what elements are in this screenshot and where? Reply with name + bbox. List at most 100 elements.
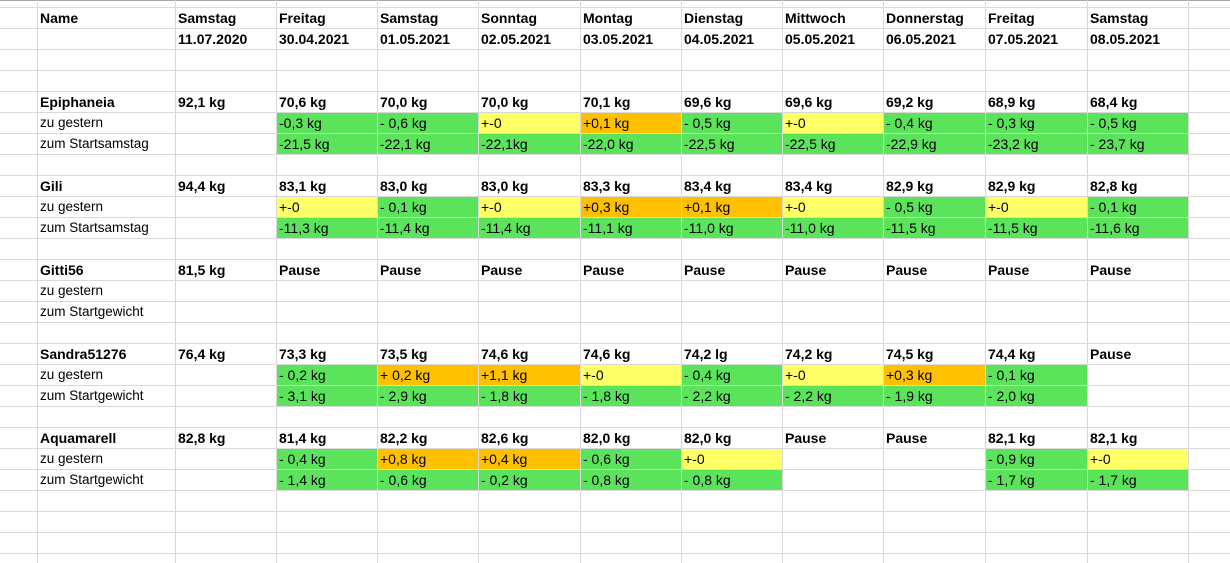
header-day[interactable]: Sonntag: [481, 10, 537, 26]
weight-cell[interactable]: Pause: [380, 262, 422, 278]
person-name[interactable]: Aquamarell: [40, 430, 117, 446]
delta-start-cell[interactable]: -22,9 kg: [884, 134, 985, 154]
weight-cell[interactable]: Pause: [481, 262, 523, 278]
weight-cell[interactable]: 70,0 kg: [380, 94, 428, 110]
weight-cell[interactable]: 82,8 kg: [178, 430, 226, 446]
weight-cell[interactable]: Pause: [1090, 346, 1132, 362]
delta-start-cell[interactable]: -22,5 kg: [783, 134, 883, 154]
delta-yesterday-cell[interactable]: +-0: [783, 113, 883, 133]
delta-yesterday-cell[interactable]: +-0: [277, 197, 377, 217]
weight-cell[interactable]: Pause: [684, 262, 726, 278]
delta-yesterday-cell[interactable]: +0,1 kg: [682, 197, 782, 217]
weight-cell[interactable]: 81,4 kg: [279, 430, 327, 446]
row-label-zu-gestern[interactable]: zu gestern: [40, 451, 104, 466]
delta-start-cell[interactable]: -23,2 kg: [986, 134, 1087, 154]
delta-yesterday-cell[interactable]: +-0: [479, 113, 580, 133]
header-day[interactable]: Montag: [583, 10, 633, 26]
row-label-start[interactable]: zum Startsamstag: [40, 220, 149, 235]
row-label-start[interactable]: zum Startsamstag: [40, 136, 149, 151]
weight-cell[interactable]: Pause: [785, 262, 827, 278]
person-name[interactable]: Gitti56: [40, 262, 84, 278]
delta-start-cell[interactable]: -22,5 kg: [682, 134, 782, 154]
delta-yesterday-cell[interactable]: - 0,6 kg: [378, 113, 478, 133]
delta-yesterday-cell[interactable]: +-0: [783, 197, 883, 217]
header-date[interactable]: 05.05.2021: [785, 31, 856, 47]
weight-cell[interactable]: 82,6 kg: [481, 430, 529, 446]
delta-start-cell[interactable]: -22,0 kg: [581, 134, 681, 154]
header-day[interactable]: Donnerstag: [886, 10, 964, 26]
delta-yesterday-cell[interactable]: - 0,3 kg: [986, 113, 1087, 133]
delta-start-cell[interactable]: -11,4 kg: [479, 218, 580, 238]
delta-yesterday-cell[interactable]: +-0: [479, 197, 580, 217]
weight-cell[interactable]: 83,0 kg: [481, 178, 529, 194]
delta-start-cell[interactable]: -11,1 kg: [581, 218, 681, 238]
delta-start-cell[interactable]: - 1,4 kg: [277, 470, 377, 490]
header-date[interactable]: 07.05.2021: [988, 31, 1059, 47]
header-date[interactable]: 11.07.2020: [178, 31, 248, 47]
delta-start-cell[interactable]: -11,0 kg: [682, 218, 782, 238]
weight-cell[interactable]: 83,4 kg: [785, 178, 833, 194]
row-label-zu-gestern[interactable]: zu gestern: [40, 115, 104, 130]
weight-cell[interactable]: Pause: [988, 262, 1030, 278]
weight-cell[interactable]: 82,0 kg: [684, 430, 732, 446]
delta-start-cell[interactable]: -11,4 kg: [378, 218, 478, 238]
header-day[interactable]: Samstag: [380, 10, 439, 26]
weight-cell[interactable]: 74,6 kg: [583, 346, 631, 362]
row-label-start[interactable]: zum Startgewicht: [40, 304, 144, 319]
weight-cell[interactable]: 82,9 kg: [886, 178, 934, 194]
header-date[interactable]: 04.05.2021: [684, 31, 755, 47]
weight-cell[interactable]: 74,2 kg: [785, 346, 833, 362]
delta-yesterday-cell[interactable]: - 0,4 kg: [884, 113, 985, 133]
delta-start-cell[interactable]: - 1,8 kg: [479, 386, 580, 406]
row-label-start[interactable]: zum Startgewicht: [40, 388, 144, 403]
header-day[interactable]: Mittwoch: [785, 10, 846, 26]
weight-cell[interactable]: Pause: [279, 262, 321, 278]
delta-start-cell[interactable]: - 1,7 kg: [986, 470, 1087, 490]
delta-yesterday-cell[interactable]: - 0,4 kg: [682, 365, 782, 385]
row-label-zu-gestern[interactable]: zu gestern: [40, 199, 104, 214]
delta-start-cell[interactable]: -11,3 kg: [277, 218, 377, 238]
delta-yesterday-cell[interactable]: - 0,5 kg: [1088, 113, 1188, 133]
weight-cell[interactable]: 83,3 kg: [583, 178, 631, 194]
delta-yesterday-cell[interactable]: - 0,2 kg: [277, 365, 377, 385]
delta-yesterday-cell[interactable]: - 0,4 kg: [277, 449, 377, 469]
header-date[interactable]: 30.04.2021: [279, 31, 350, 47]
delta-yesterday-cell[interactable]: - 0,9 kg: [986, 449, 1087, 469]
weight-cell[interactable]: 69,6 kg: [785, 94, 833, 110]
weight-cell[interactable]: 73,3 kg: [279, 346, 327, 362]
delta-start-cell[interactable]: - 0,8 kg: [581, 470, 681, 490]
delta-yesterday-cell[interactable]: - 0,1 kg: [986, 365, 1087, 385]
delta-start-cell[interactable]: - 2,2 kg: [783, 386, 883, 406]
delta-yesterday-cell[interactable]: -0,3 kg: [277, 113, 377, 133]
delta-yesterday-cell[interactable]: +0,4 kg: [479, 449, 580, 469]
delta-start-cell[interactable]: - 0,2 kg: [479, 470, 580, 490]
weight-cell[interactable]: 81,5 kg: [178, 262, 226, 278]
weight-cell[interactable]: 68,9 kg: [988, 94, 1036, 110]
header-name-label[interactable]: Name: [40, 10, 79, 26]
weight-cell[interactable]: 70,1 kg: [583, 94, 631, 110]
weight-cell[interactable]: 74,4 kg: [988, 346, 1036, 362]
delta-start-cell[interactable]: - 2,2 kg: [682, 386, 782, 406]
weight-cell[interactable]: 94,4 kg: [178, 178, 226, 194]
weight-cell[interactable]: 82,8 kg: [1090, 178, 1138, 194]
delta-start-cell[interactable]: - 2,0 kg: [986, 386, 1087, 406]
delta-yesterday-cell[interactable]: - 0,6 kg: [581, 449, 681, 469]
delta-yesterday-cell[interactable]: +-0: [581, 365, 681, 385]
header-day[interactable]: Samstag: [1090, 10, 1149, 26]
header-day[interactable]: Freitag: [279, 10, 326, 26]
weight-cell[interactable]: 74,6 kg: [481, 346, 529, 362]
delta-yesterday-cell[interactable]: +-0: [986, 197, 1087, 217]
delta-yesterday-cell[interactable]: - 0,1 kg: [1088, 197, 1188, 217]
weight-cell[interactable]: 70,6 kg: [279, 94, 327, 110]
weight-cell[interactable]: Pause: [583, 262, 625, 278]
delta-yesterday-cell[interactable]: +0,3 kg: [581, 197, 681, 217]
delta-start-cell[interactable]: - 23,7 kg: [1088, 134, 1188, 154]
delta-yesterday-cell[interactable]: +0,3 kg: [884, 365, 985, 385]
delta-start-cell[interactable]: -22,1 kg: [378, 134, 478, 154]
header-date[interactable]: 02.05.2021: [481, 31, 552, 47]
weight-cell[interactable]: 83,0 kg: [380, 178, 428, 194]
delta-yesterday-cell[interactable]: +-0: [682, 449, 782, 469]
delta-yesterday-cell[interactable]: - 0,5 kg: [884, 197, 985, 217]
delta-start-cell[interactable]: -11,5 kg: [986, 218, 1087, 238]
